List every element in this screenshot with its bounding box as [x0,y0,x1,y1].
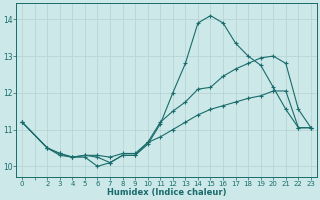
X-axis label: Humidex (Indice chaleur): Humidex (Indice chaleur) [107,188,226,197]
